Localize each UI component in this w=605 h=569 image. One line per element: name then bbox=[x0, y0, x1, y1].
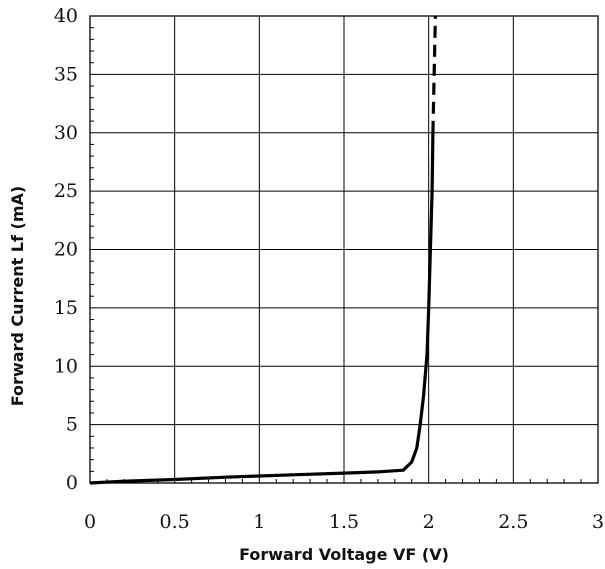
x-tick-label: 1 bbox=[253, 511, 265, 533]
y-tick-labels: 0 5 10 15 20 25 30 35 40 bbox=[54, 5, 78, 494]
y-tick-label: 40 bbox=[54, 5, 78, 27]
plot-border bbox=[89, 15, 599, 484]
series-line bbox=[89, 132, 435, 485]
series-group bbox=[89, 15, 437, 485]
y-tick-label: 30 bbox=[54, 122, 78, 144]
minor-ticks bbox=[90, 27, 582, 483]
y-tick-label: 15 bbox=[54, 297, 78, 319]
y-tick-label: 25 bbox=[54, 180, 78, 202]
x-tick-label: 2.5 bbox=[498, 511, 528, 533]
x-axis-title: Forward Voltage VF (V) bbox=[239, 545, 449, 564]
y-tick-label: 35 bbox=[54, 63, 78, 85]
x-tick-label: 2 bbox=[423, 511, 435, 533]
x-tick-label: 3 bbox=[592, 511, 604, 533]
x-tick-label: 0.5 bbox=[160, 511, 190, 533]
y-tick-label: 5 bbox=[66, 414, 78, 436]
x-tick-labels: 0 0.5 1 1.5 2 2.5 3 bbox=[84, 511, 604, 533]
y-axis-title: Forward Current Lf (mA) bbox=[8, 186, 27, 406]
y-tick-label: 0 bbox=[66, 472, 78, 494]
y-tick-label: 10 bbox=[54, 355, 78, 377]
series-line-dashed bbox=[431, 15, 437, 133]
x-tick-label: 0 bbox=[84, 511, 96, 533]
y-tick-label: 20 bbox=[54, 239, 78, 261]
x-tick-label: 1.5 bbox=[329, 511, 359, 533]
